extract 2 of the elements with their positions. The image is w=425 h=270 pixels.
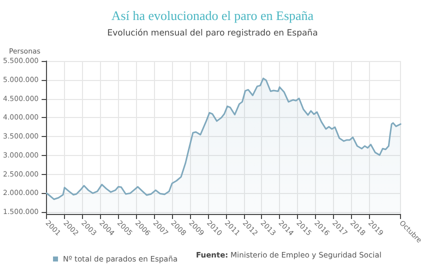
chart-subtitle: Evolución mensual del paro registrado en España bbox=[107, 28, 318, 38]
chart-title: Así ha evolucionado el paro en España bbox=[111, 8, 314, 23]
